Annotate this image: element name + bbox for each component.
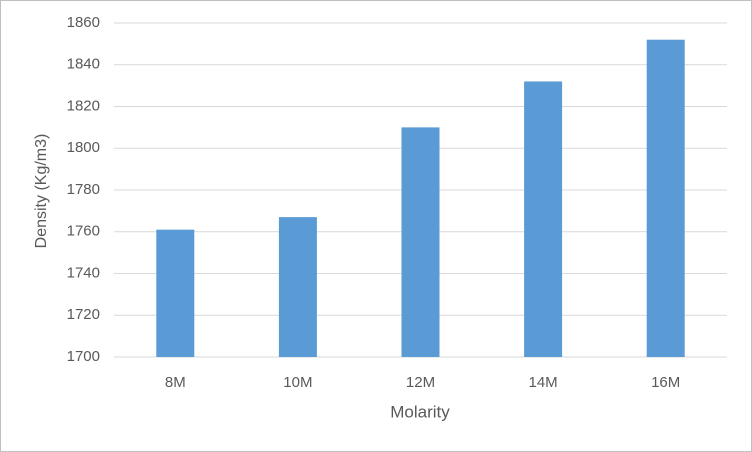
x-tick-label: 14M: [529, 374, 558, 391]
y-tick-label: 1760: [67, 223, 100, 240]
x-tick-label: 8M: [165, 374, 186, 391]
bar: [401, 127, 440, 357]
y-tick-label: 1800: [67, 139, 100, 156]
y-axis-title: Density (Kg/m3): [33, 134, 50, 249]
bar: [524, 81, 563, 357]
x-axis-title: Molarity: [390, 402, 450, 421]
y-tick-label: 1780: [67, 181, 100, 198]
y-tick-label: 1700: [67, 348, 100, 365]
y-tick-label: 1820: [67, 97, 100, 114]
bar: [156, 229, 195, 357]
x-tick-label: 10M: [283, 374, 312, 391]
y-tick-label: 1840: [67, 56, 100, 73]
y-tick-label: 1860: [67, 14, 100, 31]
y-tick-label: 1720: [67, 306, 100, 323]
x-tick-label: 16M: [651, 374, 680, 391]
bar: [278, 217, 317, 357]
bar: [646, 39, 685, 357]
y-tick-label: 1740: [67, 264, 100, 281]
x-tick-label: 12M: [406, 374, 435, 391]
